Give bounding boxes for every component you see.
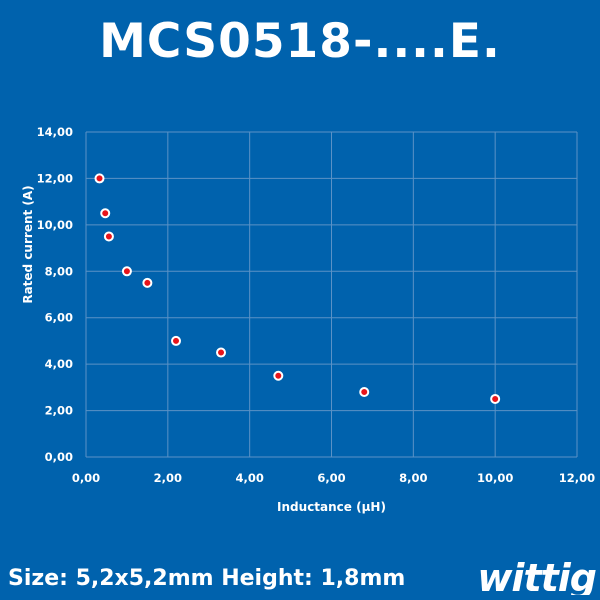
logo-wordmark: wittig xyxy=(477,561,596,595)
data-point xyxy=(103,231,114,242)
data-point xyxy=(273,370,284,381)
data-point xyxy=(216,347,227,358)
x-tick-label: 12,00 xyxy=(559,471,595,485)
x-tick-label: 0,00 xyxy=(72,471,100,485)
y-tick-label: 10,00 xyxy=(37,218,73,232)
y-tick-label: 2,00 xyxy=(45,404,73,418)
x-tick-label: 4,00 xyxy=(235,471,263,485)
axis-ticks: 0,00 2,00 4,00 6,00 8,00 10,00 12,00 14,00 0,00 2… xyxy=(37,125,596,485)
data-point xyxy=(94,173,105,184)
y-tick-label: 6,00 xyxy=(45,311,73,325)
spec-text: Size: 5,2x5,2mm Height: 1,8mm xyxy=(8,566,406,591)
data-points xyxy=(94,173,501,404)
y-tick-label: 0,00 xyxy=(45,450,73,464)
data-point xyxy=(359,387,370,397)
data-point xyxy=(490,393,501,404)
x-tick-label: 8,00 xyxy=(399,471,427,485)
data-point xyxy=(121,266,132,277)
chart-grid xyxy=(85,131,578,458)
y-tick-label: 8,00 xyxy=(45,264,73,278)
y-tick-label: 14,00 xyxy=(37,125,73,139)
x-tick-label: 2,00 xyxy=(154,471,182,485)
wittig-logo: wittig xyxy=(477,561,597,595)
scatter-chart: 0,00 2,00 4,00 6,00 8,00 10,00 12,00 14,00 0,00 2… xyxy=(21,125,596,514)
y-tick-label: 4,00 xyxy=(45,357,73,371)
y-axis-label: Rated current (A) xyxy=(21,185,35,303)
data-point xyxy=(142,277,153,288)
x-axis-label: Inductance (µH) xyxy=(277,500,386,514)
chart-title: MCS0518-....E. xyxy=(99,14,501,69)
x-tick-label: 10,00 xyxy=(477,471,513,485)
data-point xyxy=(100,208,111,219)
x-tick-label: 6,00 xyxy=(317,471,345,485)
data-point xyxy=(171,335,182,346)
y-tick-label: 12,00 xyxy=(37,171,73,185)
